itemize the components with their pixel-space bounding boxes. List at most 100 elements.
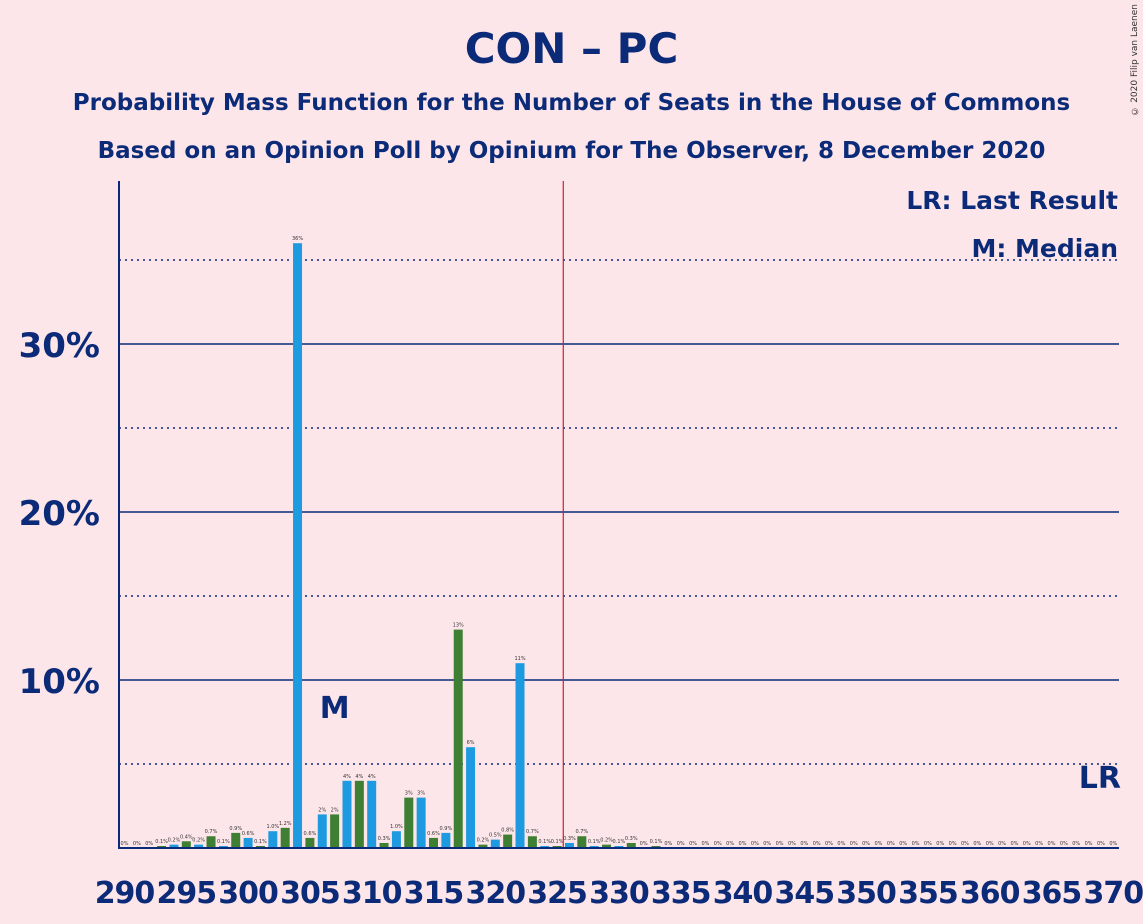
bar-value-label: 3% bbox=[417, 791, 425, 797]
bar-value-label: 0.6% bbox=[242, 831, 255, 837]
x-tick-label: 315 bbox=[404, 876, 464, 911]
bar-value-label: 4% bbox=[343, 774, 351, 780]
x-tick-label: 370 bbox=[1083, 876, 1143, 911]
bar-value-label: 0% bbox=[640, 841, 648, 847]
bar-value-label: 0.1% bbox=[155, 839, 168, 845]
bar-310 bbox=[367, 780, 377, 848]
bar-value-label: 0% bbox=[1109, 841, 1117, 847]
bar-value-label: 0% bbox=[813, 841, 821, 847]
bar-322 bbox=[515, 663, 525, 848]
bar-331 bbox=[626, 842, 636, 848]
bar-value-label: 0.1% bbox=[588, 839, 601, 845]
bar-value-label: 0% bbox=[850, 841, 858, 847]
bar-value-label: 1.0% bbox=[390, 824, 403, 830]
bar-316 bbox=[441, 832, 451, 848]
bar-value-label: 0% bbox=[961, 841, 969, 847]
bar-306 bbox=[317, 814, 327, 848]
x-tick-label: 340 bbox=[713, 876, 773, 911]
bar-value-label: 0.1% bbox=[538, 839, 551, 845]
x-tick-label: 330 bbox=[589, 876, 649, 911]
bar-value-label: 0% bbox=[751, 841, 759, 847]
bar-value-label: 0.9% bbox=[229, 826, 242, 832]
bar-value-label: 0.7% bbox=[205, 829, 218, 835]
bar-value-label: 0% bbox=[689, 841, 697, 847]
bar-313 bbox=[404, 797, 414, 848]
last-result-marker: LR bbox=[1079, 761, 1121, 796]
bar-value-label: 0% bbox=[800, 841, 808, 847]
bar-value-label: 0.5% bbox=[489, 833, 502, 839]
bar-value-label: 0% bbox=[936, 841, 944, 847]
bar-value-label: 0% bbox=[862, 841, 870, 847]
legend-last-result: LR: Last Result bbox=[906, 186, 1118, 215]
bar-value-label: 0% bbox=[701, 841, 709, 847]
x-tick-label: 355 bbox=[898, 876, 958, 911]
x-tick-label: 345 bbox=[774, 876, 834, 911]
bar-297 bbox=[206, 836, 216, 848]
bar-327 bbox=[577, 836, 587, 848]
median-marker: M bbox=[320, 691, 350, 726]
bar-value-label: 6% bbox=[467, 740, 475, 746]
bar-value-label: 0% bbox=[1048, 841, 1056, 847]
bar-311 bbox=[379, 842, 389, 848]
bar-value-label: 0% bbox=[145, 841, 153, 847]
bar-308 bbox=[342, 780, 352, 848]
bar-319 bbox=[478, 844, 488, 848]
bar-value-label: 0.1% bbox=[254, 839, 267, 845]
y-tick-label: 20% bbox=[19, 494, 100, 534]
bar-value-label: 0% bbox=[788, 841, 796, 847]
bar-296 bbox=[194, 844, 204, 848]
bar-309 bbox=[354, 780, 364, 848]
bar-value-label: 0% bbox=[1072, 841, 1080, 847]
bar-value-label: 11% bbox=[514, 656, 525, 662]
bar-value-label: 4% bbox=[368, 774, 376, 780]
bar-value-label: 0.3% bbox=[378, 836, 391, 842]
bar-321 bbox=[503, 834, 513, 848]
bar-318 bbox=[466, 747, 476, 848]
bar-value-label: 0% bbox=[837, 841, 845, 847]
bar-value-label: 0.2% bbox=[192, 838, 205, 844]
bar-value-label: 0% bbox=[899, 841, 907, 847]
bar-value-label: 0% bbox=[776, 841, 784, 847]
bar-value-label: 0.1% bbox=[650, 839, 663, 845]
y-tick-label: 30% bbox=[19, 326, 100, 366]
bar-value-label: 0.1% bbox=[551, 839, 564, 845]
bar-value-label: 0% bbox=[121, 841, 129, 847]
x-tick-label: 365 bbox=[1022, 876, 1082, 911]
bar-value-label: 0% bbox=[1060, 841, 1068, 847]
bar-value-label: 36% bbox=[292, 236, 303, 242]
bar-value-label: 0% bbox=[924, 841, 932, 847]
x-tick-label: 310 bbox=[342, 876, 402, 911]
x-tick-label: 290 bbox=[95, 876, 155, 911]
bar-value-label: 1.2% bbox=[279, 821, 292, 827]
bar-317 bbox=[453, 629, 463, 848]
bar-326 bbox=[564, 842, 574, 848]
bar-value-label: 0% bbox=[1085, 841, 1093, 847]
bar-value-label: 0.2% bbox=[168, 838, 181, 844]
bar-value-label: 0% bbox=[714, 841, 722, 847]
bar-value-label: 0% bbox=[1097, 841, 1105, 847]
chart-subtitle-pmf: Probability Mass Function for the Number… bbox=[72, 90, 1071, 116]
bar-value-label: 3% bbox=[405, 791, 413, 797]
x-tick-label: 335 bbox=[651, 876, 711, 911]
bar-294 bbox=[169, 844, 179, 848]
bar-305 bbox=[305, 837, 315, 848]
bar-value-label: 0.2% bbox=[477, 838, 490, 844]
bar-value-label: 0% bbox=[912, 841, 920, 847]
bar-value-label: 0.1% bbox=[613, 839, 626, 845]
bar-value-label: 0.6% bbox=[427, 831, 440, 837]
bar-299 bbox=[231, 832, 241, 848]
bar-value-label: 0% bbox=[874, 841, 882, 847]
bar-value-label: 1.0% bbox=[266, 824, 279, 830]
y-tick-label: 10% bbox=[19, 662, 100, 702]
bar-329 bbox=[602, 844, 612, 848]
bar-value-label: 4% bbox=[355, 774, 363, 780]
bar-value-label: 0.4% bbox=[180, 834, 193, 840]
bar-value-label: 0% bbox=[998, 841, 1006, 847]
bar-value-label: 0% bbox=[1035, 841, 1043, 847]
bar-value-label: 13% bbox=[453, 623, 464, 629]
legend-median: M: Median bbox=[971, 234, 1118, 263]
bar-295 bbox=[181, 841, 191, 848]
bar-value-label: 0% bbox=[973, 841, 981, 847]
bar-value-label: 0% bbox=[133, 841, 141, 847]
